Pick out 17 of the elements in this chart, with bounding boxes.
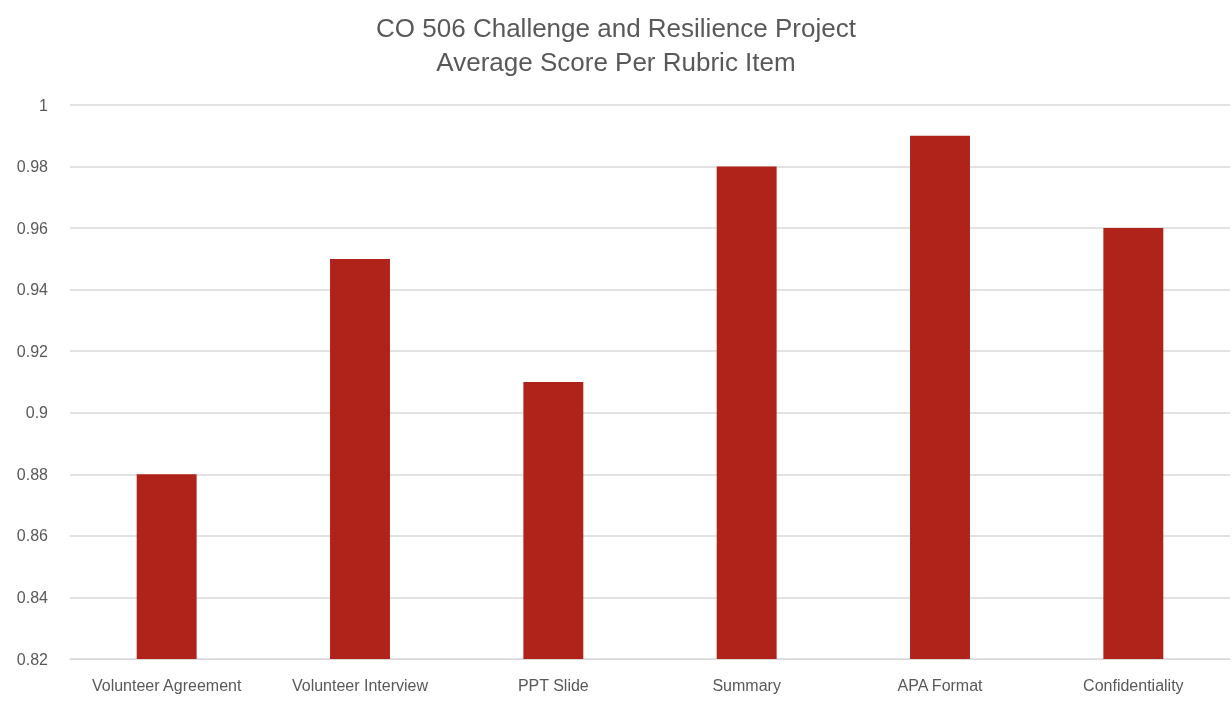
y-tick-label: 0.94 bbox=[16, 281, 49, 299]
x-tick-label: Confidentiality bbox=[1083, 676, 1184, 694]
x-tick-label: Summary bbox=[712, 676, 781, 694]
y-tick-label: 0.9 bbox=[25, 404, 49, 422]
x-tick-label: APA Format bbox=[897, 676, 984, 694]
y-tick-label: 0.92 bbox=[16, 342, 49, 360]
y-tick-label: 0.96 bbox=[16, 219, 49, 237]
x-tick-label: Volunteer Agreement bbox=[91, 676, 242, 694]
y-tick-label: 0.86 bbox=[16, 527, 49, 545]
y-tick-label: 1 bbox=[39, 96, 49, 114]
y-tick-label: 0.88 bbox=[16, 465, 49, 483]
y-tick-label: 0.98 bbox=[16, 158, 49, 176]
y-tick-label: 0.82 bbox=[16, 650, 49, 668]
x-tick-label: PPT Slide bbox=[517, 676, 589, 694]
y-tick-label: 0.84 bbox=[16, 588, 49, 606]
x-tick-label: Volunteer Interview bbox=[291, 676, 429, 694]
chart-title: CO 506 Challenge and Resilience Project Average Score Per Rubric Item bbox=[376, 13, 857, 77]
